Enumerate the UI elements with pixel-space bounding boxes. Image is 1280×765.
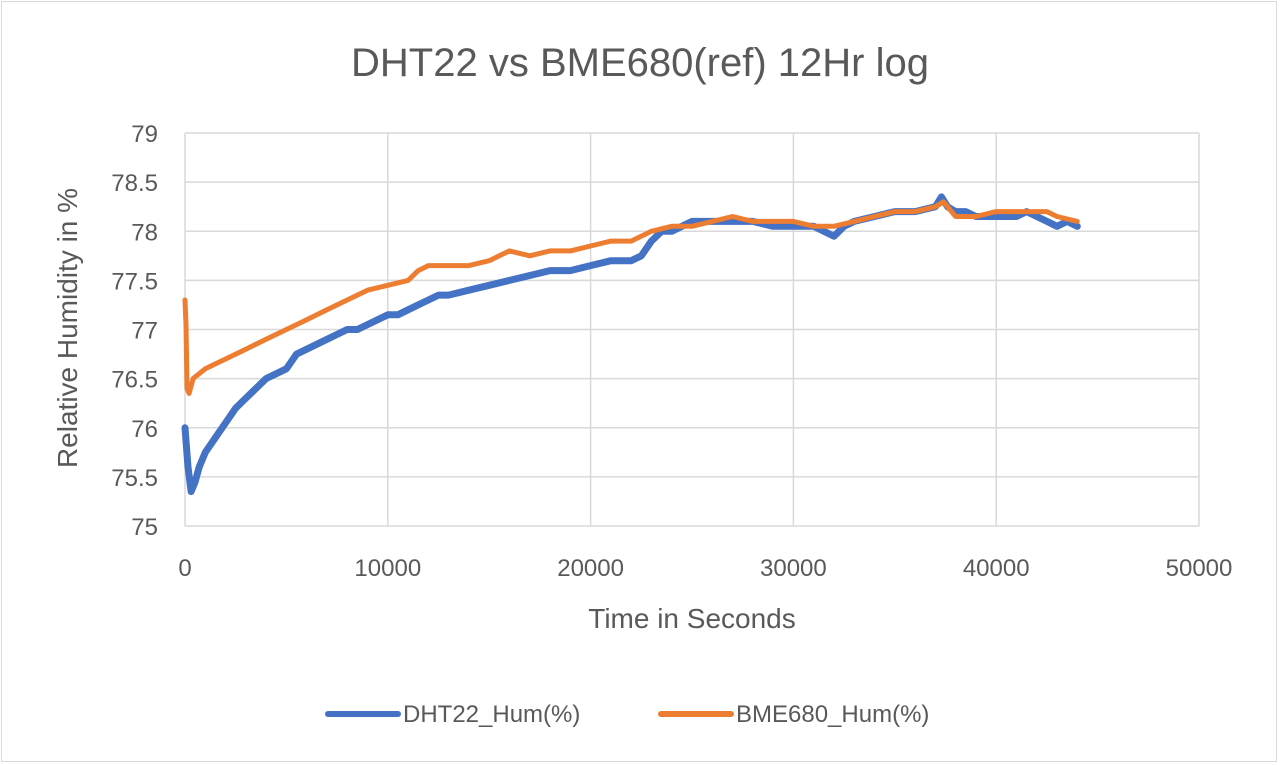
- x-axis-title: Time in Seconds: [588, 603, 796, 634]
- y-tick-label: 79: [131, 121, 158, 148]
- tick-labels: 75 75.5 76 76.5 77 77.5 78 78.5 79 0 10000 20000 300…: [111, 121, 1232, 582]
- legend-label: BME680_Hum(%): [736, 701, 929, 728]
- series-line-bme680: [182, 199, 1080, 396]
- y-tick-label: 78.5: [111, 170, 158, 197]
- x-tick-label: 40000: [963, 555, 1030, 582]
- series-lines: [181, 193, 1081, 496]
- chart-title: DHT22 vs BME680(ref) 12Hr log: [351, 41, 929, 85]
- y-tick-label: 76.5: [111, 367, 158, 394]
- legend-label: DHT22_Hum(%): [403, 701, 580, 728]
- y-tick-label: 77.5: [111, 268, 158, 295]
- y-tick-label: 75: [131, 514, 158, 541]
- x-tick-label: 20000: [557, 555, 624, 582]
- series-line-dht22: [181, 193, 1081, 496]
- x-tick-label: 30000: [760, 555, 827, 582]
- y-tick-label: 75.5: [111, 465, 158, 492]
- y-tick-label: 76: [131, 416, 158, 443]
- legend: DHT22_Hum(%) BME680_Hum(%): [325, 701, 929, 728]
- x-tick-label: 50000: [1166, 555, 1233, 582]
- y-tick-label: 78: [131, 219, 158, 246]
- x-tick-label: 10000: [354, 555, 421, 582]
- y-axis-title: Relative Humidity in %: [52, 188, 83, 468]
- x-tick-label: 0: [178, 555, 191, 582]
- gridlines: [184, 132, 1200, 527]
- y-tick-label: 77: [131, 318, 158, 345]
